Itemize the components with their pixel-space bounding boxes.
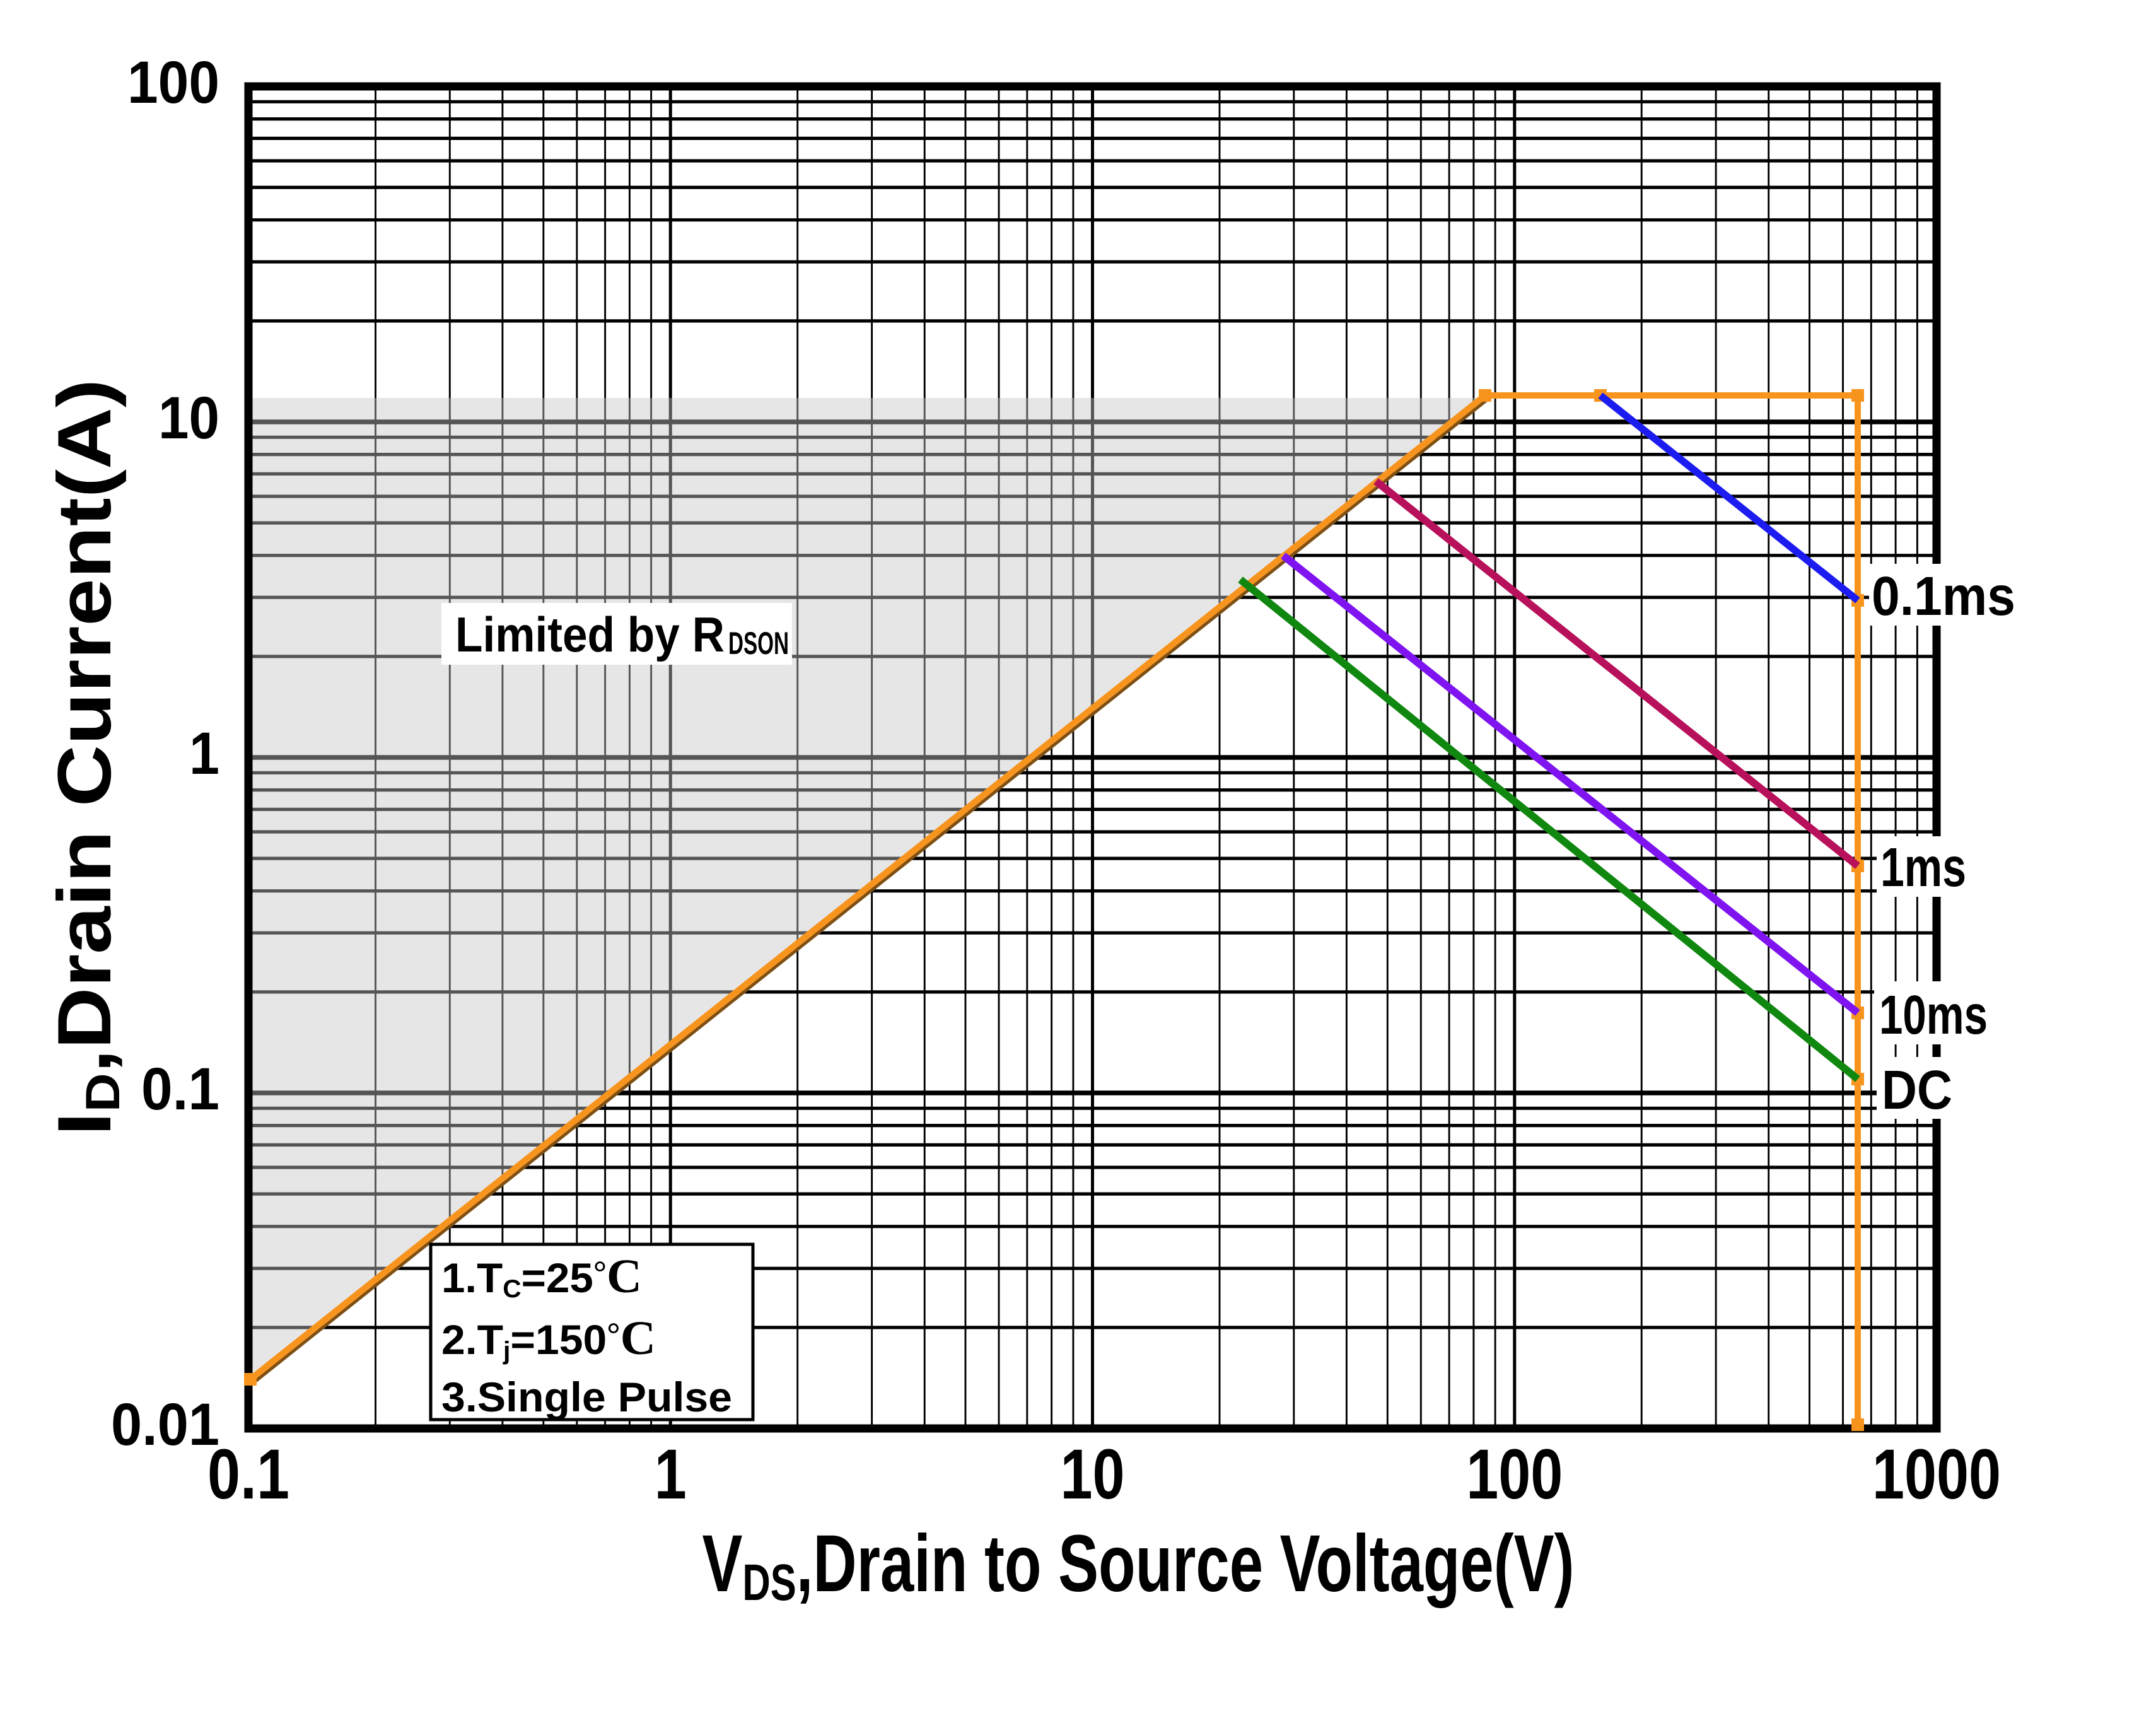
svg-text:100: 100	[127, 49, 219, 116]
svg-text:0.1: 0.1	[207, 1435, 289, 1514]
svg-text:0.01: 0.01	[111, 1391, 219, 1458]
svg-text:2.Tj=150°C: 2.Tj=150°C	[441, 1312, 656, 1365]
svg-text:100: 100	[1466, 1435, 1563, 1514]
svg-text:3.Single Pulse: 3.Single Pulse	[441, 1374, 732, 1420]
svg-text:1000: 1000	[1872, 1435, 2001, 1514]
svg-text:10: 10	[1061, 1435, 1125, 1514]
svg-text:1: 1	[655, 1435, 687, 1514]
svg-text:10ms: 10ms	[1879, 984, 1988, 1046]
svg-text:ID,Drain Current(A): ID,Drain Current(A)	[42, 379, 130, 1136]
svg-text:DC: DC	[1882, 1060, 1952, 1121]
svg-text:Limited by R: Limited by R	[455, 607, 725, 662]
svg-text:1: 1	[189, 720, 219, 787]
svg-text:0.1: 0.1	[141, 1056, 219, 1123]
svg-text:1.TC=25°C: 1.TC=25°C	[441, 1250, 642, 1303]
svg-text:1ms: 1ms	[1880, 837, 1966, 898]
svg-text:0.1ms: 0.1ms	[1872, 566, 2015, 627]
svg-text:10: 10	[158, 385, 219, 452]
svg-text:DSON: DSON	[728, 626, 789, 661]
svg-text:VDS,Drain to Source Voltage(V): VDS,Drain to Source Voltage(V)	[702, 1519, 1575, 1611]
